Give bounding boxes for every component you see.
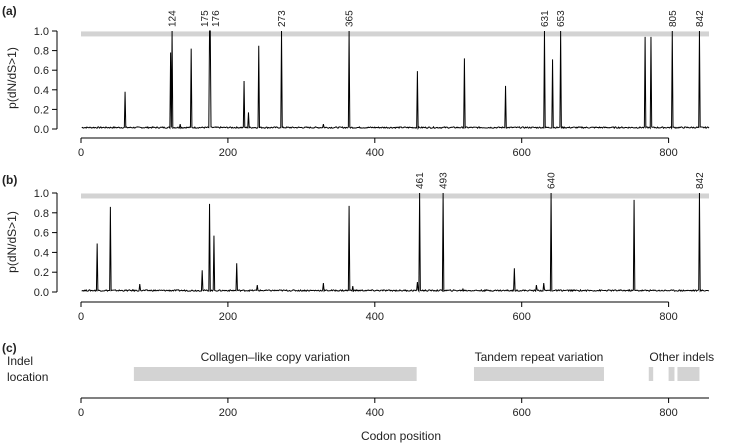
panel-b-peak-label: 842 <box>695 172 706 189</box>
indel-region-bar <box>668 367 675 381</box>
panel-a-y-tick-label: 0.6 <box>34 65 49 77</box>
panel-a-x-tick-label: 600 <box>513 147 531 159</box>
panel-a-x-axis: 0 200 400 600 800 <box>78 137 678 159</box>
panel-b-threshold-band <box>81 193 709 199</box>
panel-a-x-tick-label: 400 <box>366 147 384 159</box>
panel-a-peak-label: 273 <box>277 10 288 27</box>
panel-c-x-tick-label: 0 <box>78 407 84 419</box>
panel-b-ylabel: p(dN/dS>1) <box>5 211 19 273</box>
panel-a-peak-label: 175 <box>200 10 211 27</box>
panel-a-peak-label: 176 <box>211 10 222 27</box>
panel-c-ylabel-line1: Indel <box>7 354 33 368</box>
panel-a-peak-label: 631 <box>540 10 551 27</box>
panel-a-peak-label: 653 <box>556 10 567 27</box>
panel-a-y-tick-label: 1.0 <box>34 26 49 38</box>
panel-a-peak-labels: 124 175 176 273 365 631 653 805 842 <box>168 10 706 27</box>
panel-b-label: (b) <box>2 173 17 187</box>
panel-a-peak-label: 124 <box>168 10 179 27</box>
panel-c-xlabel: Codon position <box>361 429 441 443</box>
panel-c-regions: Collagen–like copy variation Tandem repea… <box>133 350 714 381</box>
panel-c-x-tick-label: 600 <box>513 407 531 419</box>
panel-a-x-tick-label: 0 <box>78 147 84 159</box>
panel-a-y-tick-label: 0.2 <box>34 104 49 116</box>
panel-b-peak-labels: 461 493 640 842 <box>415 172 706 189</box>
panel-a-peak-label: 805 <box>668 10 679 27</box>
panel-b-trace <box>81 192 710 293</box>
panel-a-y-axis: 0.0 0.2 0.4 0.6 0.8 1.0 <box>34 26 58 136</box>
panel-a-peak-label: 365 <box>345 10 356 27</box>
panel-b-x-tick-label: 800 <box>659 311 677 323</box>
panel-a-label: (a) <box>2 4 17 18</box>
panel-c-x-tick-label: 200 <box>219 407 237 419</box>
panel-c: (c) Indel location Collagen–like copy va… <box>2 341 714 443</box>
panel-b-x-tick-label: 200 <box>219 311 237 323</box>
panel-a-y-tick-label: 0.4 <box>34 85 49 97</box>
panel-b-x-tick-label: 400 <box>366 311 384 323</box>
panel-c-ylabel-line2: location <box>7 370 48 384</box>
panel-a-y-tick-label: 0.0 <box>34 124 49 136</box>
panel-a: (a) p(dN/dS>1) 0.0 0.2 0.4 0.6 0.8 1.0 0 200 40… <box>2 4 710 159</box>
indel-region-bar <box>133 367 417 381</box>
indel-region-bar <box>677 367 700 381</box>
panel-b-x-tick-label: 0 <box>78 311 84 323</box>
indel-region-label: Collagen–like copy variation <box>201 350 350 364</box>
indel-region-label: Other indels <box>649 350 714 364</box>
panel-b-y-tick-label: 0.2 <box>34 267 49 279</box>
panel-b-y-axis: 0.0 0.2 0.4 0.6 0.8 1.0 <box>34 188 58 299</box>
indel-region-label: Tandem repeat variation <box>475 350 604 364</box>
panel-b-y-tick-label: 0.8 <box>34 208 49 220</box>
indel-region-bar <box>473 367 604 381</box>
panel-b-peak-label: 461 <box>415 172 426 189</box>
panel-b: (b) p(dN/dS>1) 0.0 0.2 0.4 0.6 0.8 1.0 0 200 40… <box>2 172 710 323</box>
panel-c-x-axis: 0 200 400 600 800 <box>78 397 709 419</box>
panel-c-label: (c) <box>2 341 17 355</box>
panel-b-peak-label: 493 <box>439 172 450 189</box>
panel-a-y-tick-label: 0.8 <box>34 46 49 58</box>
panel-b-y-tick-label: 0.4 <box>34 247 49 259</box>
panel-a-threshold-band <box>81 31 709 37</box>
panel-a-x-tick-label: 200 <box>219 147 237 159</box>
panel-b-y-tick-label: 0.6 <box>34 228 49 240</box>
panel-b-peak-label: 640 <box>547 172 558 189</box>
panel-b-x-tick-label: 600 <box>513 311 531 323</box>
panel-b-y-tick-label: 1.0 <box>34 188 49 200</box>
panel-b-y-tick-label: 0.0 <box>34 287 49 299</box>
indel-region-bar <box>648 367 654 381</box>
panel-a-x-tick-label: 800 <box>659 147 677 159</box>
panel-c-x-tick-label: 400 <box>366 407 384 419</box>
panel-a-trace <box>81 30 710 131</box>
panel-a-ylabel: p(dN/dS>1) <box>5 47 19 109</box>
panel-b-x-axis: 0 200 400 600 800 <box>78 301 678 323</box>
panel-c-x-tick-label: 800 <box>659 407 677 419</box>
panel-a-peak-label: 842 <box>695 10 706 27</box>
